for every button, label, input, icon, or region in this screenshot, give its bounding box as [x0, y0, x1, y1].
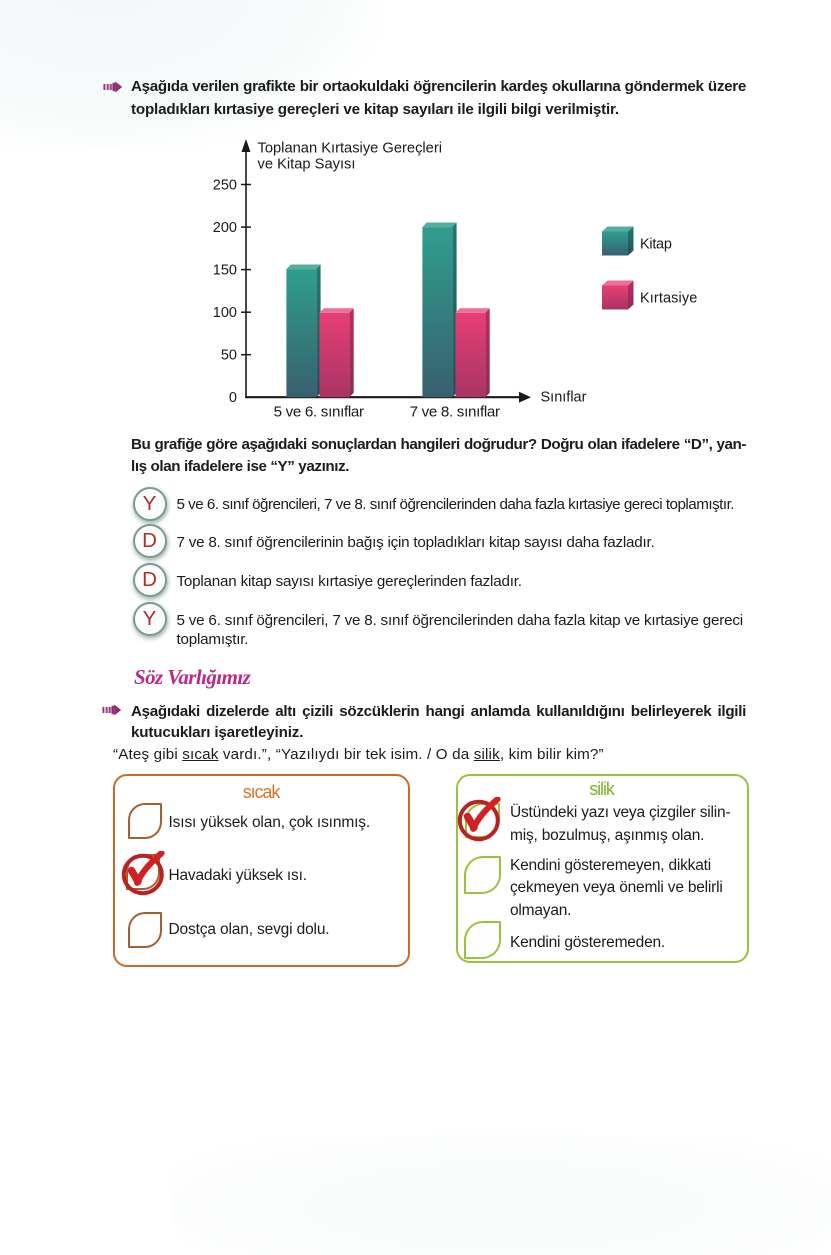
svg-text:7 ve 8. sınıflar: 7 ve 8. sınıflar: [410, 404, 500, 421]
svg-text:150: 150: [213, 262, 237, 278]
svg-text:200: 200: [213, 220, 237, 236]
svg-text:100: 100: [213, 305, 237, 321]
svg-text:0: 0: [229, 390, 237, 406]
svg-text:Toplanan Kırtasiye Gereçleri: Toplanan Kırtasiye Gereçleri: [258, 141, 443, 157]
svg-text:ve Kitap Sayısı: ve Kitap Sayısı: [258, 156, 356, 172]
svg-text:250: 250: [213, 177, 237, 193]
svg-text:Kırtasiye: Kırtasiye: [640, 291, 697, 307]
svg-text:Kitap: Kitap: [640, 237, 672, 253]
svg-text:50: 50: [221, 348, 237, 364]
svg-text:5 ve 6. sınıflar: 5 ve 6. sınıflar: [274, 404, 364, 421]
svg-text:Sınıflar: Sınıflar: [541, 390, 587, 406]
